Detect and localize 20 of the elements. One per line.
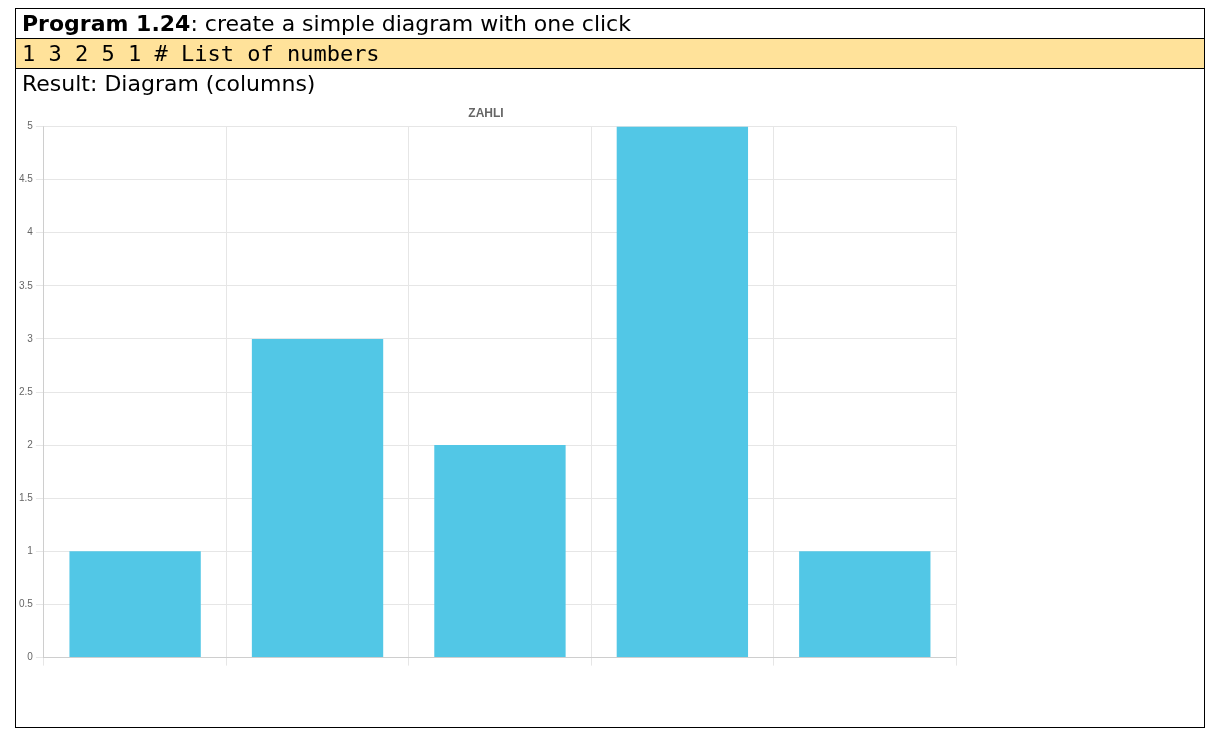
y-tick-label: 4.5 <box>19 173 34 185</box>
y-tick-label: 2.5 <box>19 385 34 397</box>
y-tick-label: 0.5 <box>19 598 34 610</box>
text: 1 3 2 5 1 # List of numbers <box>16 39 1204 69</box>
y-tick-label: 3.5 <box>19 279 34 291</box>
text: Program 1.24: create a simple diagram with one click <box>16 9 1204 39</box>
text: Result: Diagram (columns) <box>21 70 317 98</box>
y-tick-label: 1.5 <box>19 491 34 503</box>
y-tick-label: 4 <box>27 226 34 238</box>
chart-title: ZAHLI <box>468 105 504 120</box>
y-tick-label: 1 <box>27 545 34 557</box>
y-tick-label: 2 <box>27 438 34 450</box>
bar <box>69 551 201 658</box>
y-tick-label: 3 <box>27 332 34 344</box>
bar <box>799 551 931 658</box>
bar <box>251 338 384 658</box>
bar <box>616 126 749 658</box>
bar <box>434 445 566 658</box>
y-tick-label: 5 <box>27 120 34 132</box>
y-tick-label: 0 <box>27 651 34 663</box>
